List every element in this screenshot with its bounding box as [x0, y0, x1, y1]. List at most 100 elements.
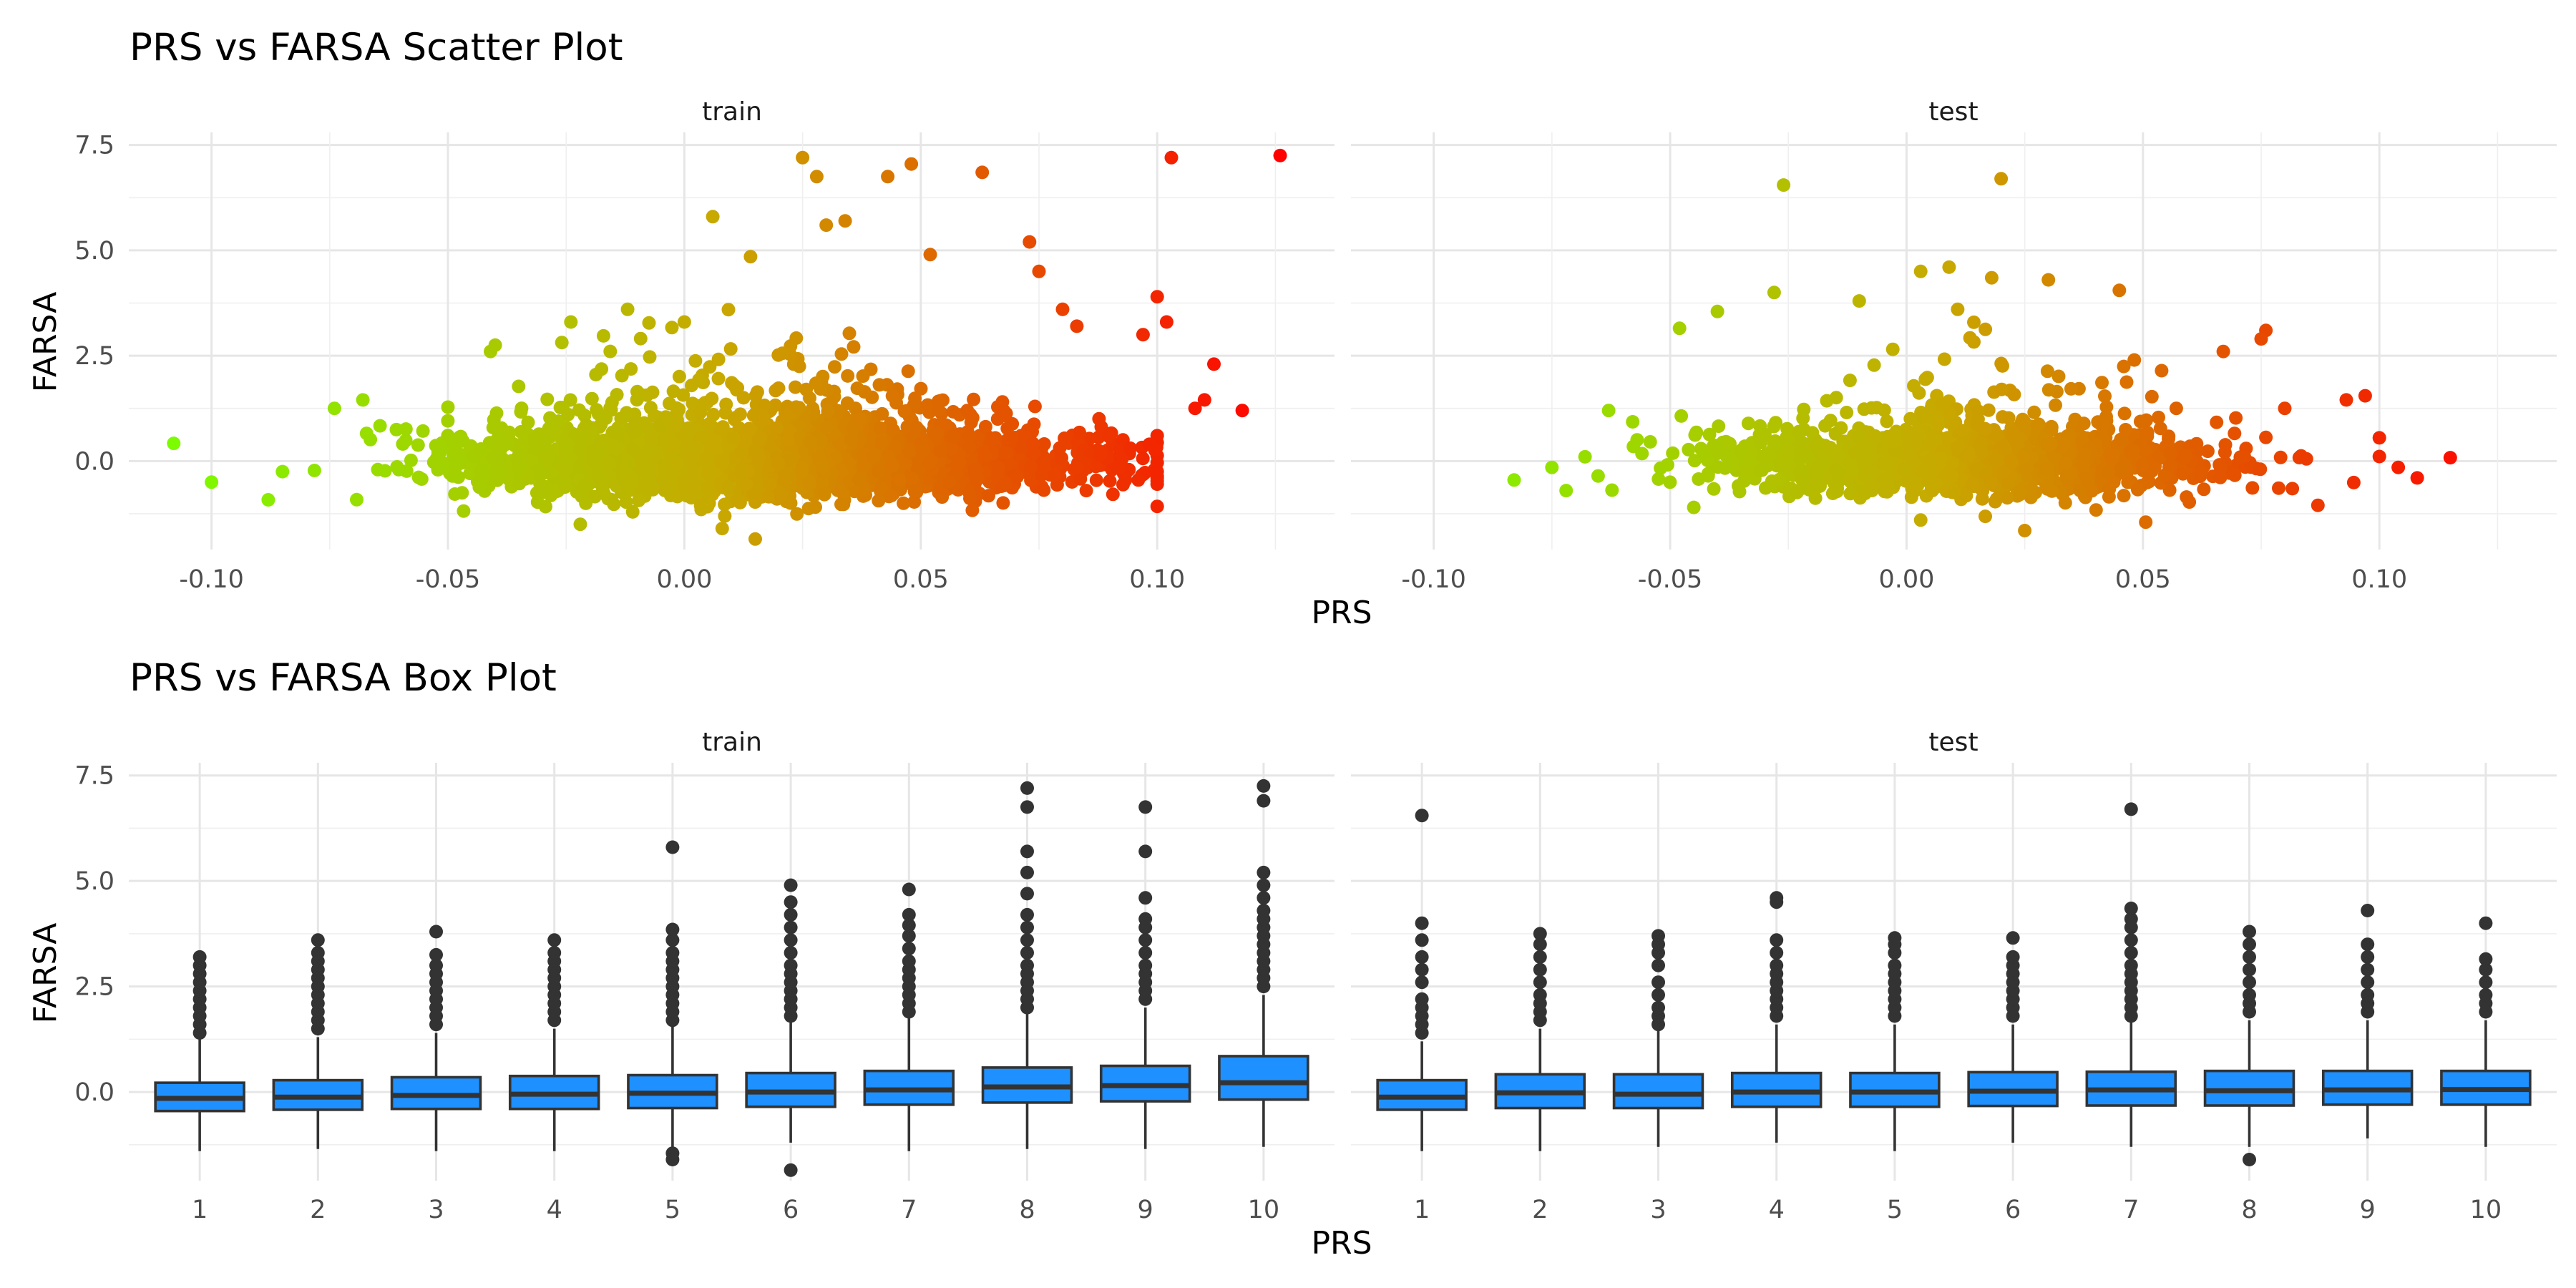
scatter-point — [373, 419, 387, 433]
scatter-point — [803, 477, 817, 491]
scatter-point — [1937, 352, 1951, 366]
scatter-point — [795, 464, 809, 479]
scatter-point — [819, 218, 834, 233]
scatter-point — [782, 424, 796, 438]
scatter-strip-train: train — [702, 97, 762, 127]
scatter-point — [874, 436, 889, 450]
scatter-point — [2131, 482, 2145, 497]
scatter-point — [1073, 472, 1088, 486]
scatter-point — [1967, 315, 1981, 329]
scatter-point — [540, 392, 555, 406]
scatter-point — [1036, 454, 1050, 469]
scatter-point — [595, 362, 609, 376]
scatter-point — [1963, 331, 1977, 345]
scatter-point — [1188, 401, 1202, 416]
scatter-point — [2197, 482, 2211, 497]
scatter-point — [1142, 437, 1156, 452]
scatter-point — [350, 492, 364, 507]
scatter-point — [978, 419, 992, 434]
scatter-point — [575, 432, 589, 447]
scatter-point — [730, 493, 744, 507]
scatter-point — [514, 405, 528, 419]
scatter-point — [789, 380, 802, 394]
scatter-point — [378, 464, 392, 478]
scatter-point — [739, 477, 753, 492]
scatter-point — [2139, 515, 2153, 530]
scatter-point — [875, 406, 889, 421]
scatter-point — [914, 436, 929, 450]
scatter-point — [1959, 489, 1974, 503]
scatter-point — [962, 440, 977, 454]
scatter-point — [1055, 302, 1070, 316]
scatter-point — [1037, 483, 1051, 497]
scatter-point — [573, 517, 587, 532]
scatter-point — [706, 210, 720, 224]
scatter-point — [1101, 429, 1116, 444]
scatter-point — [645, 385, 660, 399]
scatter-point — [681, 421, 696, 435]
scatter-point — [1885, 342, 1900, 356]
scatter-point — [597, 487, 611, 501]
scatter-point — [463, 467, 477, 481]
scatter-point — [838, 214, 852, 228]
scatter-point — [852, 412, 867, 426]
scatter-point — [1123, 441, 1138, 455]
scatter-point — [718, 509, 732, 523]
scatter-point — [1093, 448, 1108, 462]
scatter-point — [607, 497, 621, 512]
scatter-point — [537, 484, 551, 499]
scatter-point — [670, 457, 685, 471]
scatter-point — [560, 462, 574, 476]
scatter-point — [579, 418, 593, 432]
scatter-point — [540, 453, 555, 467]
scatter-point — [809, 170, 824, 184]
scatter-point — [715, 522, 729, 536]
scatter-point — [1014, 440, 1028, 454]
scatter-point — [664, 478, 678, 492]
scatter-point — [666, 384, 680, 399]
scatter-point — [2119, 375, 2134, 389]
scatter-point — [752, 451, 766, 465]
scatter-point — [881, 170, 895, 184]
scatter-point — [2229, 411, 2243, 425]
scatter-point — [997, 404, 1011, 418]
scatter-point — [441, 400, 455, 414]
scatter-point — [579, 496, 593, 510]
scatter-point — [821, 404, 835, 419]
scatter-point — [453, 430, 467, 444]
scatter-point — [923, 248, 937, 262]
scatter-point — [2095, 376, 2109, 390]
scatter-point — [792, 359, 806, 374]
scatter-point — [2273, 450, 2288, 464]
scatter-point — [828, 360, 841, 374]
scatter-point — [1089, 473, 1103, 487]
scatter-point — [872, 378, 887, 392]
scatter-point — [448, 462, 462, 476]
scatter-point — [796, 150, 810, 165]
scatter-point — [637, 464, 651, 478]
scatter-point — [899, 456, 913, 470]
scatter-point — [790, 507, 804, 521]
scatter-point — [512, 477, 527, 491]
scatter-point — [811, 449, 826, 464]
scatter-point — [512, 379, 526, 394]
scatter-point — [905, 472, 919, 486]
scatter-point — [585, 391, 599, 406]
scatter-point — [364, 432, 378, 447]
scatter-point — [625, 504, 640, 519]
scatter-point — [2089, 503, 2103, 517]
scatter-point — [1792, 424, 1806, 439]
scatter-point — [901, 364, 915, 379]
scatter-point — [558, 480, 572, 494]
scatter-point — [750, 385, 764, 399]
x-tick-label: -0.05 — [416, 565, 481, 594]
x-tick-label: 0.00 — [656, 565, 712, 594]
scatter-point — [865, 450, 879, 464]
scatter-point — [850, 381, 864, 396]
scatter-point — [1164, 150, 1179, 165]
x-tick-label: 0.00 — [1878, 565, 1934, 594]
scatter-point — [1707, 482, 1721, 496]
scatter-point — [836, 497, 851, 512]
scatter-point — [978, 449, 992, 463]
scatter-point — [653, 419, 666, 433]
